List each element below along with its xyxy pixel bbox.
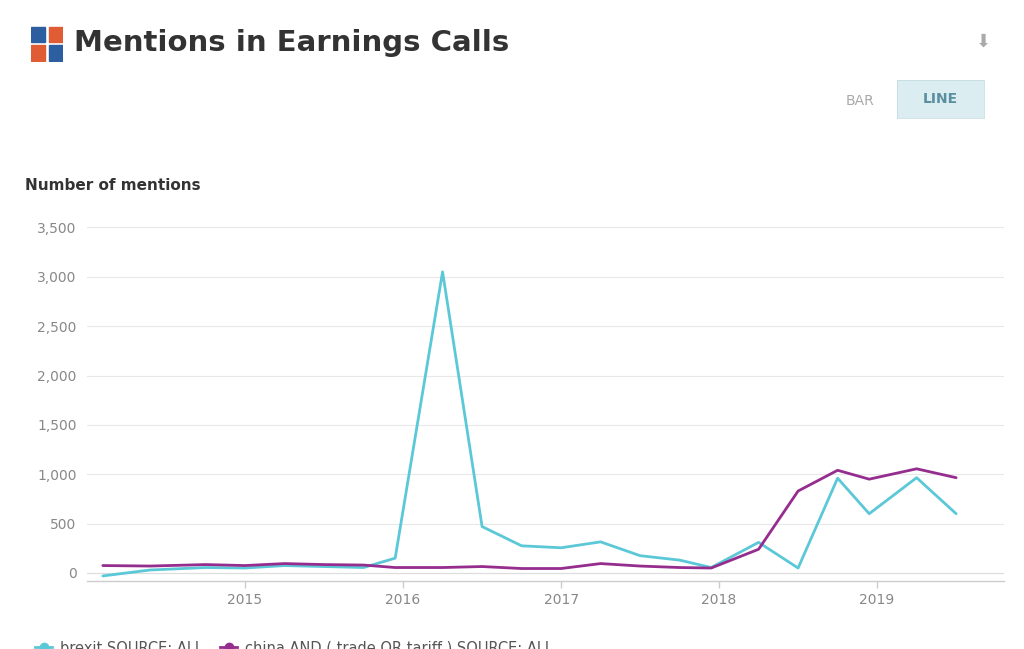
Bar bbox=[31, 45, 45, 60]
Text: LINE: LINE bbox=[923, 92, 958, 106]
Bar bbox=[31, 27, 45, 42]
Bar bbox=[49, 45, 63, 60]
Text: Number of mentions: Number of mentions bbox=[25, 178, 201, 193]
Text: ⬇: ⬇ bbox=[976, 32, 990, 51]
Text: Mentions in Earnings Calls: Mentions in Earnings Calls bbox=[74, 29, 509, 57]
Text: BAR: BAR bbox=[846, 93, 874, 108]
Bar bbox=[49, 27, 63, 42]
Legend: brexit SOURCE: ALL, china AND ( trade OR tariff ) SOURCE: ALL: brexit SOURCE: ALL, china AND ( trade OR… bbox=[35, 641, 553, 649]
